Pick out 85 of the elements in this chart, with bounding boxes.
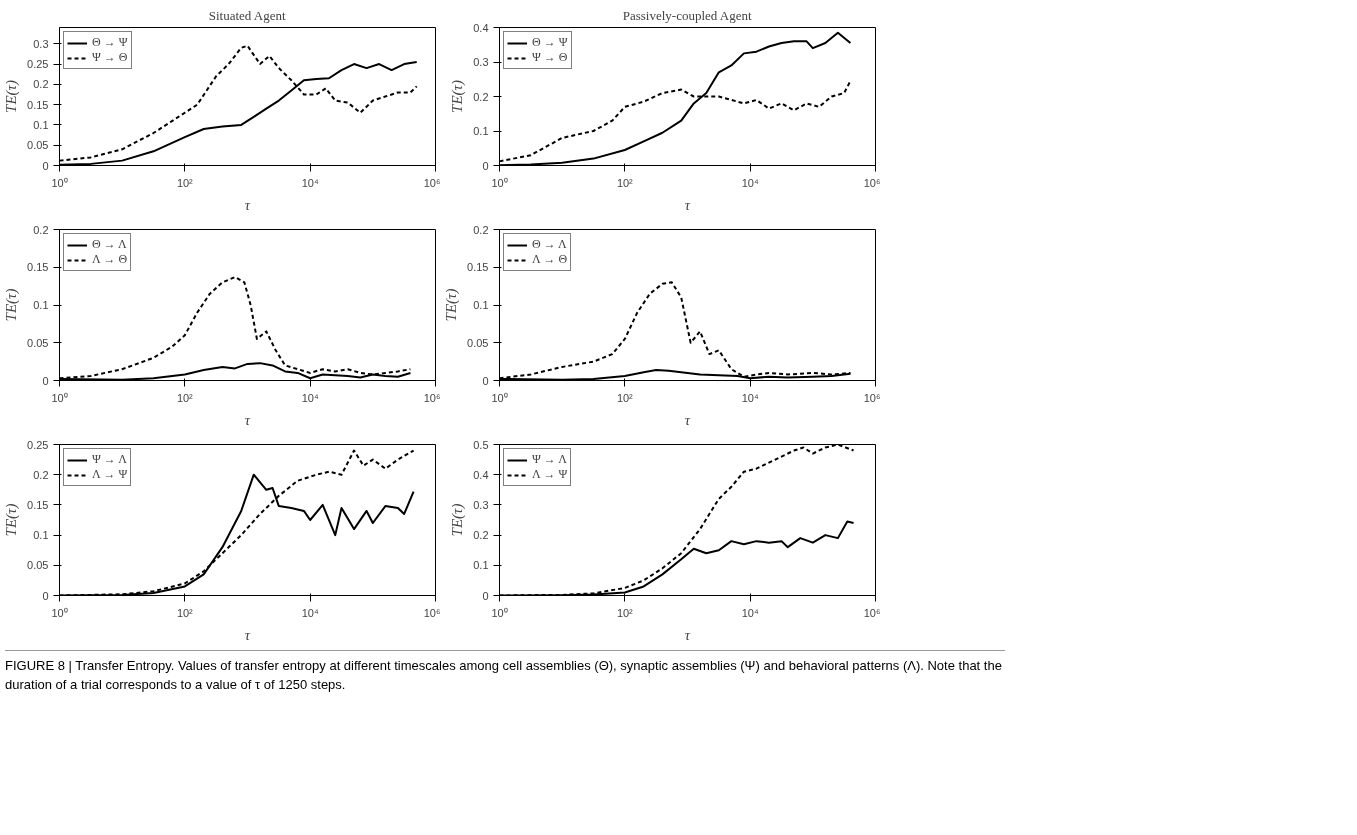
x-tick-label: 10⁴ xyxy=(301,391,319,404)
y-tick-label: 0.05 xyxy=(27,559,49,572)
y-tick-label: 0.2 xyxy=(473,529,489,542)
y-tick-label: 0.3 xyxy=(33,37,49,50)
y-tick-label: 0.1 xyxy=(33,118,49,131)
x-tick-label: 10⁰ xyxy=(491,606,508,619)
x-axis-title: τ xyxy=(684,626,691,643)
x-tick-label: 10⁰ xyxy=(491,176,508,189)
x-tick-label: 10⁴ xyxy=(301,606,319,619)
x-tick-label: 10⁰ xyxy=(51,176,68,189)
y-tick-label: 0 xyxy=(42,159,49,172)
y-tick-label: 0.1 xyxy=(473,299,489,311)
y-tick-label: 0.05 xyxy=(27,139,49,152)
legend-label: Θ → Ψ xyxy=(532,35,568,50)
y-tick-label: 0 xyxy=(482,374,489,387)
x-tick-label: 10⁴ xyxy=(741,176,759,189)
y-axis-title: TE(τ) xyxy=(449,503,467,537)
y-tick-label: 0.4 xyxy=(473,468,489,481)
x-axis-title: τ xyxy=(244,411,251,428)
x-axis-title: τ xyxy=(244,196,251,213)
chart-title: Situated Agent xyxy=(208,7,286,23)
y-axis-title: TE(τ) xyxy=(449,80,467,113)
y-tick-label: 0.4 xyxy=(473,21,489,34)
y-tick-label: 0.3 xyxy=(473,56,489,68)
legend-label: Λ → Θ xyxy=(92,252,128,267)
legend-label: Λ → Ψ xyxy=(92,467,128,482)
y-tick-label: 0.25 xyxy=(27,438,49,451)
legend-label: Ψ → Λ xyxy=(532,452,567,467)
x-tick-label: 10⁶ xyxy=(863,391,881,404)
x-tick-label: 10⁶ xyxy=(863,176,881,189)
x-tick-label: 10⁴ xyxy=(301,176,319,189)
y-tick-label: 0 xyxy=(42,589,49,602)
chart-title: Passively-coupled Agent xyxy=(622,7,752,23)
x-tick-label: 10² xyxy=(176,606,194,619)
x-tick-label: 10² xyxy=(616,391,634,404)
caption: FIGURE 8 | Transfer Entropy. Values of transfer entropy at different timescales among cell assemblies (Θ), synaptic assemblies (Ψ) and behavioral patterns (Λ). Note that the duration of a trial corresponds to a value of τ of 1250 steps. xyxy=(5,657,1003,694)
y-tick-label: 0 xyxy=(42,374,49,387)
x-tick-label: 10⁶ xyxy=(423,176,441,189)
x-tick-label: 10⁶ xyxy=(863,606,881,619)
y-tick-label: 0.15 xyxy=(27,498,49,511)
y-tick-label: 0.25 xyxy=(27,58,49,71)
x-tick-label: 10⁶ xyxy=(423,606,441,619)
y-tick-label: 0.3 xyxy=(473,498,489,511)
y-tick-label: 0.2 xyxy=(33,468,49,481)
y-tick-label: 0 xyxy=(482,159,489,172)
y-tick-label: 0.05 xyxy=(27,336,49,349)
y-axis-title: TE(τ) xyxy=(3,503,21,537)
x-tick-label: 10² xyxy=(176,176,194,189)
y-tick-label: 0.1 xyxy=(33,299,49,311)
y-axis-title: TE(τ) xyxy=(3,288,21,322)
y-tick-label: 0.2 xyxy=(33,223,49,236)
y-tick-label: 0.1 xyxy=(33,529,49,542)
y-tick-label: 0.05 xyxy=(467,336,489,349)
y-tick-label: 0 xyxy=(482,589,489,602)
x-tick-label: 10² xyxy=(176,391,194,404)
x-axis-title: τ xyxy=(684,196,691,213)
legend-label: Λ → Ψ xyxy=(532,467,568,482)
x-tick-label: 10² xyxy=(616,606,634,619)
y-tick-label: 0.2 xyxy=(473,90,489,103)
y-tick-label: 0.15 xyxy=(467,261,489,274)
y-axis-title: TE(τ) xyxy=(3,80,21,113)
legend-label: Ψ → Λ xyxy=(92,452,127,467)
y-tick-label: 0.2 xyxy=(33,78,49,91)
x-tick-label: 10² xyxy=(616,176,634,189)
legend-label: Θ → Λ xyxy=(532,237,567,252)
x-tick-label: 10⁴ xyxy=(741,606,759,619)
y-axis-title: TE(τ) xyxy=(443,288,461,322)
legend-label: Ψ → Θ xyxy=(532,50,568,65)
x-tick-label: 10⁰ xyxy=(491,391,508,404)
legend-label: Λ → Θ xyxy=(532,252,568,267)
legend-label: Θ → Λ xyxy=(92,237,127,252)
x-tick-label: 10⁰ xyxy=(51,391,68,404)
y-tick-label: 0.15 xyxy=(27,261,49,274)
x-axis-title: τ xyxy=(244,626,251,643)
y-tick-label: 0.15 xyxy=(27,98,49,111)
x-axis-title: τ xyxy=(684,411,691,428)
x-tick-label: 10⁰ xyxy=(51,606,68,619)
y-tick-label: 0.5 xyxy=(473,438,489,451)
x-tick-label: 10⁴ xyxy=(741,391,759,404)
legend-label: Θ → Ψ xyxy=(92,35,128,50)
y-tick-label: 0.1 xyxy=(473,559,489,572)
legend-label: Ψ → Θ xyxy=(92,50,128,65)
x-tick-label: 10⁶ xyxy=(423,391,441,404)
y-tick-label: 0.2 xyxy=(473,223,489,236)
y-tick-label: 0.1 xyxy=(473,125,489,137)
